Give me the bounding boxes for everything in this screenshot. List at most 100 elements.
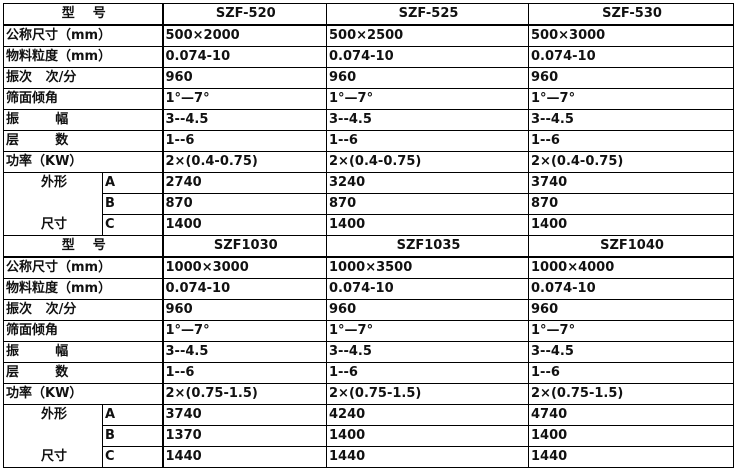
spec-value: 1°—7°	[326, 320, 530, 342]
dimension-value: 870	[528, 193, 735, 215]
spec-label: 层 数	[2, 130, 164, 152]
spec-label: 层 数	[2, 362, 164, 384]
spec-value: 1000×4000	[528, 256, 735, 279]
model-name: SZF1035	[326, 235, 530, 258]
spec-value: 500×3000	[528, 24, 735, 47]
dimension-label-bottom: 尺寸	[3, 446, 103, 468]
spec-label: 振次 次/分	[2, 67, 164, 89]
dimension-label-spacer	[3, 193, 103, 215]
spec-value: 2×(0.75-1.5)	[162, 383, 328, 405]
spec-value: 3--4.5	[326, 109, 530, 131]
spec-value: 1°—7°	[528, 88, 735, 110]
spec-value: 960	[162, 67, 328, 89]
spec-value: 960	[528, 299, 735, 321]
dimension-label-bottom: 尺寸	[3, 214, 103, 236]
spec-value: 3--4.5	[162, 341, 328, 363]
spec-value: 0.074-10	[528, 46, 735, 68]
spec-value: 1000×3000	[162, 256, 328, 279]
dimension-value: 1440	[162, 446, 328, 468]
spec-row: 物料粒度（mm） 0.074-10 0.074-10 0.074-10	[2, 278, 735, 300]
spec-row: 层 数 1--6 1--6 1--6	[2, 130, 735, 152]
spec-value: 1°—7°	[162, 320, 328, 342]
dimension-label-spacer	[3, 425, 103, 447]
spec-table: 型 号 SZF-520 SZF-525 SZF-530 公称尺寸（mm） 500×2000…	[2, 3, 735, 468]
dimension-value: 870	[326, 193, 530, 215]
model-name: SZF1040	[528, 235, 735, 258]
dimension-label-top: 外形	[3, 172, 103, 194]
spec-value: 960	[162, 299, 328, 321]
spec-value: 1--6	[528, 362, 735, 384]
header-row: 型 号 SZF-520 SZF-525 SZF-530	[2, 3, 735, 26]
dimension-value: 3240	[326, 172, 530, 194]
spec-value: 2×(0.75-1.5)	[326, 383, 530, 405]
spec-value: 2×(0.75-1.5)	[528, 383, 735, 405]
header-row: 型 号 SZF1030 SZF1035 SZF1040	[2, 235, 735, 258]
spec-value: 0.074-10	[528, 278, 735, 300]
spec-value: 500×2500	[326, 24, 530, 47]
dimension-row: B 870 870 870	[3, 193, 735, 215]
model-header-label: 型 号	[2, 235, 164, 258]
spec-row: 筛面倾角 1°—7° 1°—7° 1°—7°	[2, 88, 735, 110]
spec-value: 0.074-10	[162, 46, 328, 68]
model-name: SZF-520	[162, 3, 328, 26]
spec-row: 功率（KW） 2×(0.4-0.75) 2×(0.4-0.75) 2×(0.4-0.7…	[2, 151, 735, 173]
spec-label: 筛面倾角	[2, 88, 164, 110]
dimension-key: B	[101, 425, 164, 447]
dimension-key: B	[101, 193, 164, 215]
dimension-row: 外形 A 3740 4240 4740	[3, 404, 735, 426]
dimension-value: 3740	[528, 172, 735, 194]
spec-row: 物料粒度（mm） 0.074-10 0.074-10 0.074-10	[2, 46, 735, 68]
dimension-value: 4240	[326, 404, 530, 426]
spec-value: 0.074-10	[162, 278, 328, 300]
spec-label: 物料粒度（mm）	[2, 46, 164, 68]
dimension-key: A	[101, 172, 164, 194]
spec-value: 960	[326, 299, 530, 321]
dimension-key: C	[101, 214, 164, 236]
dimension-row: 外形 A 2740 3240 3740	[3, 172, 735, 194]
dimension-value: 1400	[326, 214, 530, 236]
spec-row: 振次 次/分 960 960 960	[2, 67, 735, 89]
spec-label: 功率（KW）	[2, 151, 164, 173]
dimension-value: 870	[162, 193, 328, 215]
spec-value: 3--4.5	[528, 341, 735, 363]
spec-value: 3--4.5	[528, 109, 735, 131]
spec-value: 1°—7°	[528, 320, 735, 342]
model-name: SZF1030	[162, 235, 328, 258]
spec-value: 2×(0.4-0.75)	[326, 151, 530, 173]
spec-value: 960	[326, 67, 530, 89]
spec-label: 振 幅	[2, 109, 164, 131]
dimension-value: 1370	[162, 425, 328, 447]
spec-value: 2×(0.4-0.75)	[528, 151, 735, 173]
dimension-value: 4740	[528, 404, 735, 426]
dimension-key: C	[101, 446, 164, 468]
spec-row: 公称尺寸（mm） 500×2000 500×2500 500×3000	[2, 24, 735, 47]
spec-value: 3--4.5	[162, 109, 328, 131]
spec-value: 1--6	[162, 362, 328, 384]
spec-value: 1--6	[162, 130, 328, 152]
dimension-row: 尺寸 C 1400 1400 1400	[3, 214, 735, 236]
dimension-value: 2740	[162, 172, 328, 194]
spec-label: 物料粒度（mm）	[2, 278, 164, 300]
spec-label: 振次 次/分	[2, 299, 164, 321]
dimension-value: 3740	[162, 404, 328, 426]
spec-value: 1000×3500	[326, 256, 530, 279]
spec-value: 500×2000	[162, 24, 328, 47]
dimension-value: 1400	[326, 425, 530, 447]
spec-label: 公称尺寸（mm）	[2, 24, 164, 47]
spec-value: 1--6	[528, 130, 735, 152]
dimension-row: B 1370 1400 1400	[3, 425, 735, 447]
spec-label: 功率（KW）	[2, 383, 164, 405]
spec-row: 振 幅 3--4.5 3--4.5 3--4.5	[2, 109, 735, 131]
model-header-label: 型 号	[2, 3, 164, 26]
spec-label: 公称尺寸（mm）	[2, 256, 164, 279]
model-name: SZF-525	[326, 3, 530, 26]
dimension-key: A	[101, 404, 164, 426]
dimension-value: 1440	[326, 446, 530, 468]
dimension-value: 1400	[162, 214, 328, 236]
spec-label: 振 幅	[2, 341, 164, 363]
spec-label: 筛面倾角	[2, 320, 164, 342]
spec-value: 3--4.5	[326, 341, 530, 363]
dimension-row: 尺寸 C 1440 1440 1440	[3, 446, 735, 468]
spec-value: 1--6	[326, 130, 530, 152]
spec-value: 1--6	[326, 362, 530, 384]
